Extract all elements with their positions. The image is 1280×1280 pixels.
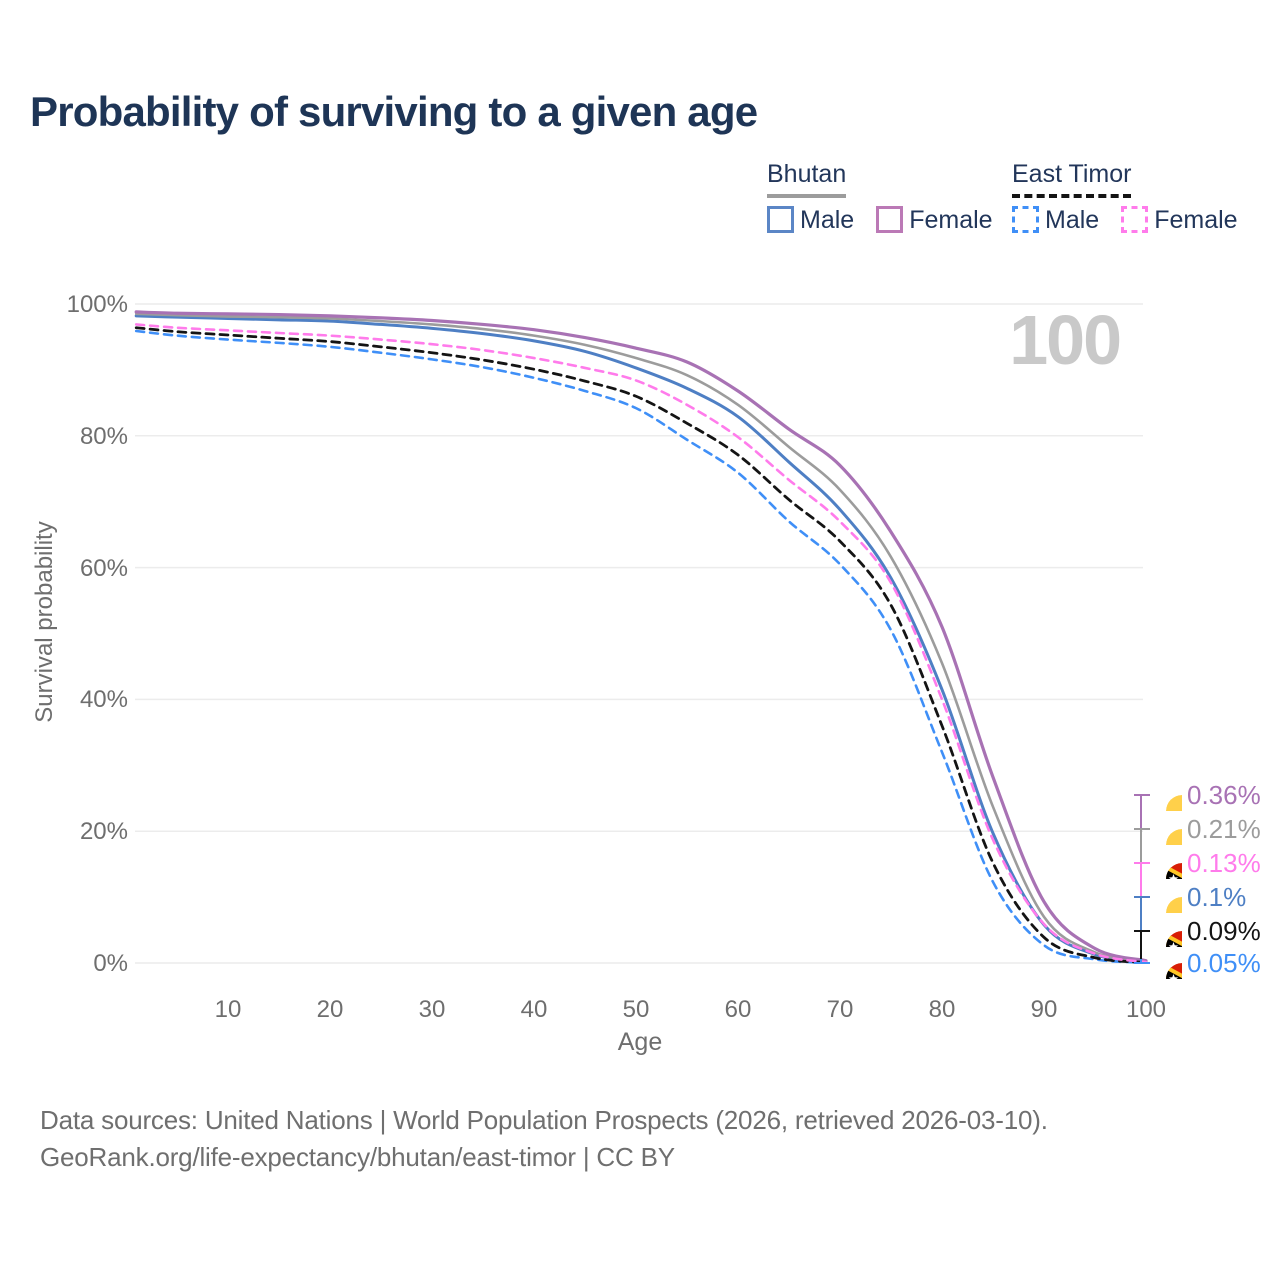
end-label-east-timor: 0.09% — [1150, 914, 1261, 948]
end-label-bhutan-female: 0.36% — [1150, 778, 1261, 812]
bhutan-flag-icon — [1150, 813, 1182, 845]
legend-item-label: Male — [1045, 205, 1100, 234]
y-tick-label: 0% — [93, 950, 128, 977]
end-label-bhutan: 0.21% — [1150, 812, 1261, 846]
east-timor-flag-icon — [1150, 947, 1182, 979]
x-tick-label: 90 — [1030, 996, 1058, 1023]
x-axis-title: Age — [617, 1028, 663, 1056]
bhutan-female-swatch-icon — [876, 206, 904, 233]
end-label-bhutan-male: 0.1% — [1150, 880, 1246, 914]
end-value: 0.05% — [1187, 947, 1261, 978]
legend-item-bhutan-female[interactable]: Female — [876, 205, 993, 234]
curve-east-timor-female — [134, 323, 1148, 964]
east-timor-male-swatch-icon — [1012, 206, 1039, 233]
east-timor-flag-icon — [1150, 847, 1182, 879]
leader-line — [1134, 959, 1150, 964]
bhutan-male-swatch-icon — [767, 206, 794, 233]
legend-group-east-timor: East Timor Male Female — [1012, 160, 1252, 233]
end-label-east-timor-male: 0.05% — [1150, 946, 1261, 980]
curve-bhutan-female — [134, 310, 1148, 963]
legend-item-bhutan-male[interactable]: Male — [767, 206, 854, 233]
end-label-east-timor-female: 0.13% — [1150, 846, 1261, 880]
legend-item-east-timor-male[interactable]: Male — [1012, 206, 1099, 233]
x-tick-label: 20 — [316, 996, 344, 1023]
page-title: Probability of surviving to a given age — [30, 88, 758, 135]
end-value: 0.13% — [1187, 847, 1261, 878]
x-tick-label: 40 — [520, 996, 548, 1023]
x-tick-label: 10 — [214, 996, 242, 1023]
curve-east-timor-male — [134, 329, 1148, 964]
east-timor-female-swatch-icon — [1121, 206, 1149, 233]
end-value: 0.36% — [1187, 779, 1261, 810]
source-url-text[interactable]: GeoRank.org/life-expectancy/bhutan/east-… — [40, 1142, 675, 1172]
bhutan-flag-icon — [1150, 779, 1182, 811]
legend-item-label: Male — [800, 205, 855, 234]
y-tick-label: 100% — [66, 291, 128, 318]
legend-group-bhutan: Bhutan Male Female — [767, 160, 1007, 233]
leader-line — [1134, 930, 1150, 959]
x-tick-label: 80 — [928, 996, 956, 1023]
end-value: 0.21% — [1187, 813, 1261, 844]
y-tick-label: 60% — [79, 554, 128, 582]
legend-header-bhutan: Bhutan — [767, 160, 847, 198]
x-tick-label: 100 — [1125, 996, 1167, 1023]
x-tick-label: 30 — [418, 996, 446, 1023]
bhutan-flag-icon — [1150, 881, 1182, 913]
x-tick-label: 50 — [622, 996, 650, 1023]
x-tick-label: 70 — [826, 996, 854, 1023]
hover-age-readout: 100 — [1009, 301, 1122, 379]
legend-header-east-timor: East Timor — [1012, 160, 1132, 198]
y-tick-label: 20% — [79, 818, 128, 846]
data-sources-text: Data sources: United Nations | World Pop… — [40, 1105, 1048, 1135]
y-axis-title: Survival probability — [31, 521, 58, 723]
legend-item-label: Female — [1154, 205, 1238, 234]
x-tick-label: 60 — [724, 996, 752, 1023]
end-value: 0.09% — [1187, 915, 1261, 946]
legend-item-east-timor-female[interactable]: Female — [1121, 205, 1238, 234]
east-timor-flag-icon — [1150, 915, 1182, 947]
y-tick-label: 80% — [79, 422, 128, 450]
curve-bhutan-male — [134, 314, 1148, 964]
end-value: 0.1% — [1187, 881, 1247, 912]
y-tick-label: 40% — [79, 686, 128, 714]
curve-bhutan — [134, 312, 1148, 963]
curve-east-timor — [134, 326, 1148, 964]
legend-item-label: Female — [909, 205, 993, 234]
